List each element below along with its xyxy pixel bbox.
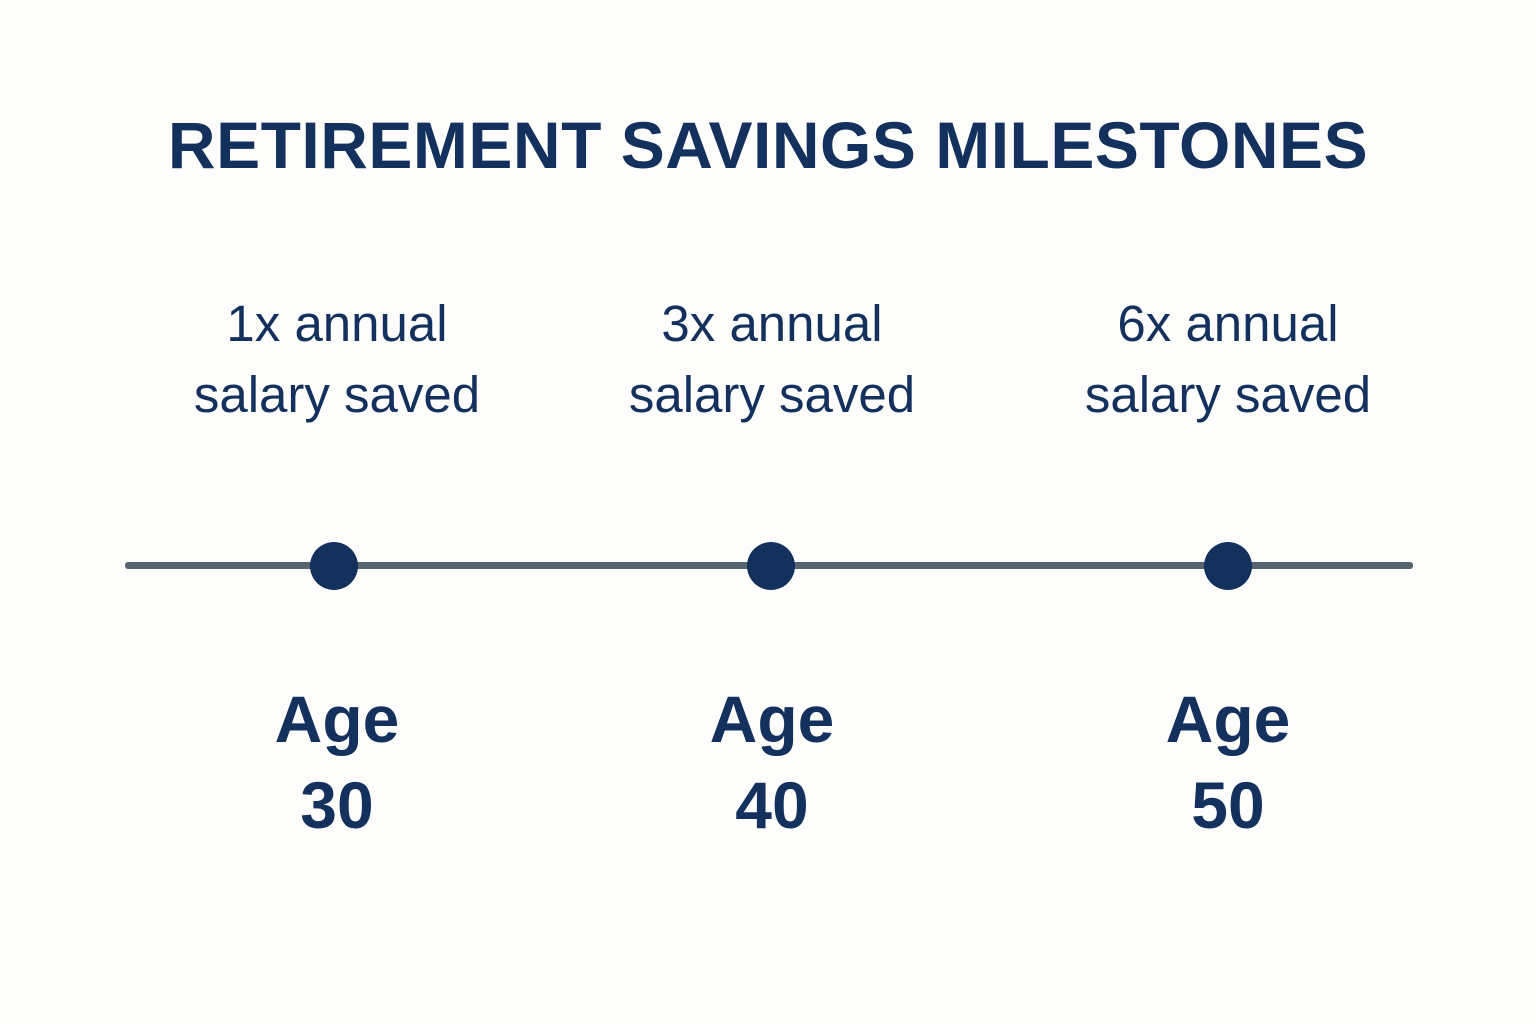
milestone-caption-line-1: 1x annual [226, 295, 448, 352]
milestone-caption-line-2: salary saved [193, 366, 481, 423]
age-word: Age [709, 682, 835, 756]
milestone-caption-line-2: salary saved [628, 366, 916, 423]
milestone-age-40: 3x annual salary saved Age 40 [562, 0, 982, 1024]
timeline-marker-dot-age-30 [310, 542, 358, 590]
age-word: Age [274, 682, 400, 756]
milestone-caption-age-50: 6x annual salary saved [1018, 288, 1438, 430]
timeline-marker-dot-age-50 [1204, 542, 1252, 590]
timeline-marker-dot-age-40 [747, 542, 795, 590]
age-number: 30 [300, 768, 374, 842]
milestone-caption-line-1: 3x annual [661, 295, 883, 352]
milestone-age-label-age-30: Age 30 [127, 676, 547, 848]
page-title: RETIREMENT SAVINGS MILESTONES [167, 108, 1369, 182]
milestone-caption-age-40: 3x annual salary saved [562, 288, 982, 430]
age-number: 40 [735, 768, 809, 842]
age-number: 50 [1191, 768, 1265, 842]
age-word: Age [1165, 682, 1291, 756]
milestone-age-50: 6x annual salary saved Age 50 [1018, 0, 1438, 1024]
milestone-caption-line-2: salary saved [1084, 366, 1372, 423]
milestone-age-30: 1x annual salary saved Age 30 [127, 0, 547, 1024]
milestone-caption-line-1: 6x annual [1117, 295, 1339, 352]
milestone-age-label-age-40: Age 40 [562, 676, 982, 848]
milestone-age-label-age-50: Age 50 [1018, 676, 1438, 848]
milestone-caption-age-30: 1x annual salary saved [127, 288, 547, 430]
